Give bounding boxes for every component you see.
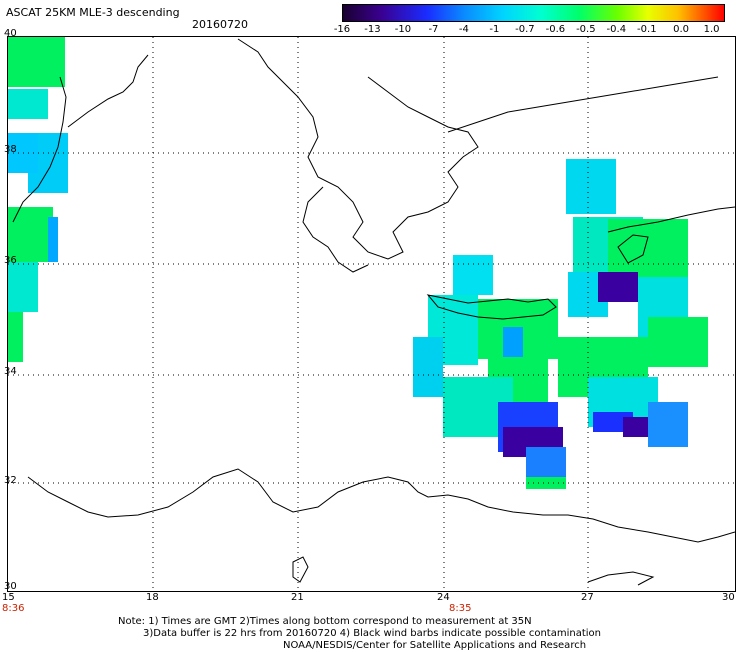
color-tick: -16	[333, 24, 351, 35]
color-scale-bar	[342, 4, 725, 22]
color-tick: -0.7	[515, 24, 535, 35]
color-tick: -7	[428, 24, 439, 35]
lat-label: 32	[4, 475, 17, 486]
lat-label: 40	[4, 28, 17, 39]
color-tick: -0.4	[606, 24, 627, 35]
time-label: 8:35	[449, 603, 472, 614]
lon-label: 21	[291, 592, 304, 603]
color-tick: -0.6	[545, 24, 566, 35]
lat-label: 30	[4, 581, 17, 592]
lat-label: 36	[4, 255, 17, 266]
color-tick: -0.5	[576, 24, 596, 35]
coastline	[12, 38, 735, 586]
color-tick: -4	[458, 24, 469, 35]
color-tick: -1	[489, 24, 500, 35]
color-scale-ticks: -16 -13 -10 -7 -4 -1 -0.7 -0.6 -0.5 -0.4…	[334, 24, 723, 36]
wind-data-swath-west	[8, 37, 68, 362]
lon-label: 27	[581, 592, 594, 603]
color-tick: -10	[394, 24, 412, 35]
map-panel: 40 38 36 34 32 30	[4, 28, 736, 592]
color-tick: -0.1	[637, 24, 657, 35]
lon-label: 30	[722, 592, 735, 603]
map-date: 20160720	[192, 18, 248, 31]
note-line-3: NOAA/NESDIS/Center for Satellite Applica…	[283, 640, 587, 651]
footnotes: Note: 1) Times are GMT 2)Times along bot…	[118, 616, 601, 652]
note-line-2: 3)Data buffer is 22 hrs from 20160720 4)…	[143, 628, 601, 639]
lat-label: 38	[4, 144, 17, 155]
wind-data-swath-east	[413, 159, 708, 489]
lon-label: 24	[437, 592, 450, 603]
lat-label: 34	[4, 366, 17, 377]
lat-lon-grid	[8, 37, 735, 591]
time-label: 8:36	[2, 603, 25, 614]
color-tick: -13	[364, 24, 381, 35]
lon-label: 18	[146, 592, 159, 603]
map-canvas	[8, 37, 735, 591]
note-line-1: Note: 1) Times are GMT 2)Times along bot…	[118, 616, 532, 627]
lon-label: 15	[2, 592, 15, 603]
map-title: ASCAT 25KM MLE-3 descending	[6, 6, 180, 19]
color-tick: 1.0	[703, 24, 720, 35]
color-tick: 0.0	[673, 24, 690, 35]
